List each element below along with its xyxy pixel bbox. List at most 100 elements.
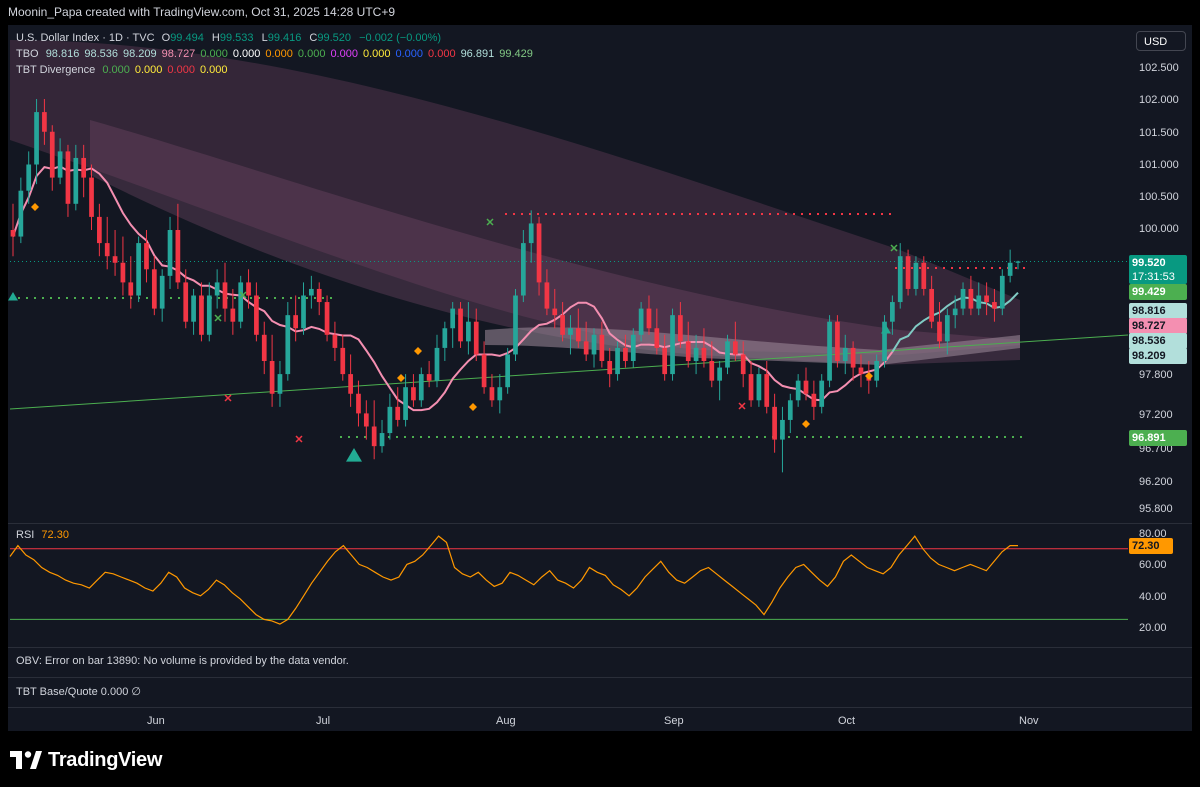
price-tick-label: 97.800 xyxy=(1139,369,1173,381)
last-price: 99.520 xyxy=(1132,257,1166,269)
candle-body xyxy=(952,308,958,316)
candle-body xyxy=(324,302,330,335)
candle-body xyxy=(434,347,440,381)
tbt-divergence-legend: TBT Divergence 0.000 0.000 0.000 0.000 xyxy=(16,62,232,78)
candle-body xyxy=(992,302,997,309)
candle-body xyxy=(748,374,754,401)
candle-body xyxy=(65,151,71,204)
tbo-tag-3: 98.727 xyxy=(1129,318,1187,334)
candle-body xyxy=(481,354,487,388)
candle-body xyxy=(709,361,715,381)
symbol-legend: U.S. Dollar Index · 1D · TVC O99.494 H99… xyxy=(16,30,446,46)
month-aug: Aug xyxy=(496,715,516,727)
candle-body xyxy=(309,288,314,296)
candle-body xyxy=(701,347,707,361)
price-tick-label: 102.500 xyxy=(1139,62,1179,74)
candle-body xyxy=(685,341,691,361)
candle-body xyxy=(772,406,777,440)
candle-body xyxy=(897,256,903,303)
candle-body xyxy=(905,256,911,289)
candle-body xyxy=(803,380,809,394)
candle-body xyxy=(929,288,934,322)
signal-diamond-marker xyxy=(414,347,422,355)
signal-x-marker xyxy=(890,244,898,252)
candle-body xyxy=(458,308,463,342)
candle-body xyxy=(348,374,353,394)
currency-button[interactable]: USD xyxy=(1136,31,1186,51)
high-value: 99.533 xyxy=(219,32,254,44)
signal-x-marker xyxy=(486,218,494,226)
candle-body xyxy=(615,347,620,375)
candle-body xyxy=(206,295,212,335)
candle-body xyxy=(1015,261,1021,263)
candle-body xyxy=(238,282,244,322)
candle-body xyxy=(214,282,220,296)
candle-body xyxy=(528,223,534,244)
low-label: L xyxy=(261,32,268,44)
candle-body xyxy=(819,380,825,407)
candle-body xyxy=(874,361,880,381)
candle-body xyxy=(293,315,299,329)
tradingview-brand[interactable]: TradingView xyxy=(10,748,162,772)
candle-body xyxy=(968,288,974,309)
candle-body xyxy=(269,361,275,394)
candle-body xyxy=(175,230,181,283)
rsi-tick-60: 60.00 xyxy=(1139,559,1167,571)
signal-x-marker xyxy=(295,435,303,443)
price-tick-label: 96.700 xyxy=(1139,443,1173,455)
rsi-tick-80: 80.00 xyxy=(1139,528,1167,540)
tbo-legend-value: 0.000 xyxy=(297,48,326,60)
candle-body xyxy=(960,288,966,309)
candle-body xyxy=(426,374,432,381)
tbo-legend-value: 98.816 xyxy=(45,48,80,60)
candle-body xyxy=(301,295,306,329)
price-tick-label: 100.500 xyxy=(1139,191,1179,203)
candle-body xyxy=(395,406,401,420)
moving-average-line xyxy=(12,165,894,412)
close-value: 99.520 xyxy=(317,32,352,44)
candle-body xyxy=(560,315,565,335)
rsi-label: RSI xyxy=(16,529,35,541)
tbo-tag-6: 96.891 xyxy=(1129,430,1187,446)
tbo-legend-value: 0.000 xyxy=(395,48,424,60)
signal-diamond-marker xyxy=(31,203,39,211)
candle-body xyxy=(599,334,605,361)
open-label: O xyxy=(161,32,171,44)
candle-body xyxy=(732,341,738,355)
tbt_div-legend-value: 0.000 xyxy=(134,64,163,76)
month-oct: Oct xyxy=(838,715,856,727)
candle-body xyxy=(136,243,141,296)
close-label: C xyxy=(309,32,318,44)
rsi-tick-20: 20.00 xyxy=(1139,622,1167,634)
candle-body xyxy=(607,361,613,375)
tbt-bq-extra: ∅ xyxy=(131,686,141,698)
candle-body xyxy=(277,374,283,394)
candle-body xyxy=(473,321,479,355)
candle-body xyxy=(662,347,668,375)
candle-body xyxy=(575,328,581,342)
rsi-legend: RSI 72.30 xyxy=(16,529,69,541)
tbo-tag-5: 98.209 xyxy=(1129,348,1187,364)
signal-x-marker xyxy=(224,394,232,402)
price-tick-label: 95.800 xyxy=(1139,503,1173,515)
month-nov: Nov xyxy=(1019,715,1039,727)
tbo-legend-value: 0.000 xyxy=(232,48,261,60)
candle-body xyxy=(787,400,793,420)
price-tick-label: 100.000 xyxy=(1139,223,1179,235)
candle-body xyxy=(363,413,369,427)
tbo-tag-1: 99.429 xyxy=(1129,284,1187,300)
candle-body xyxy=(128,282,134,296)
rsi-line xyxy=(9,535,1018,625)
candle-body xyxy=(544,282,550,309)
candle-body xyxy=(638,308,644,335)
tbt-bq-legend: TBT Base/Quote 0.000 ∅ xyxy=(16,685,141,698)
candle-body xyxy=(387,406,393,434)
candle-body xyxy=(285,315,291,375)
candle-body xyxy=(403,387,408,420)
candle-body xyxy=(591,334,597,355)
tbo-legend-value: 96.891 xyxy=(460,48,495,60)
countdown: 17:31:53 xyxy=(1132,271,1175,283)
candle-body xyxy=(976,295,982,309)
candle-body xyxy=(26,164,32,191)
